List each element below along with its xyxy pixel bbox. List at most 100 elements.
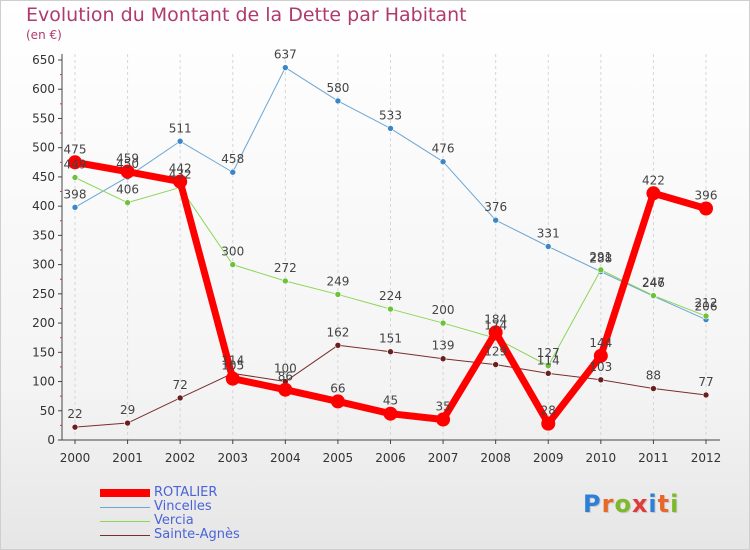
data-label-vercia: 272 bbox=[274, 261, 297, 275]
data-point-vincelles bbox=[334, 97, 342, 105]
y-tick-label: 550 bbox=[32, 111, 55, 125]
data-label-vincelles: 476 bbox=[432, 142, 455, 156]
data-label-sainte-agn-s: 129 bbox=[484, 345, 507, 359]
data-label-vercia: 406 bbox=[116, 183, 139, 197]
data-point-rotalier bbox=[173, 174, 188, 189]
data-label-vincelles: 206 bbox=[695, 300, 718, 314]
data-label-vercia: 449 bbox=[64, 158, 87, 172]
y-tick-label: 150 bbox=[32, 345, 55, 359]
data-label-vincelles: 533 bbox=[379, 108, 402, 122]
data-label-sainte-agn-s: 139 bbox=[432, 339, 455, 353]
data-label-sainte-agn-s: 100 bbox=[274, 362, 297, 376]
data-label-rotalier: 86 bbox=[278, 370, 293, 384]
data-point-sainte-agn-s bbox=[71, 423, 79, 431]
data-point-vincelles bbox=[492, 216, 499, 224]
data-point-vercia bbox=[650, 292, 657, 299]
data-label-vercia: 127 bbox=[537, 346, 560, 360]
data-point-sainte-agn-s bbox=[334, 341, 342, 349]
x-tick-label: 2000 bbox=[60, 451, 91, 465]
x-tick-label: 2002 bbox=[165, 451, 196, 465]
data-point-vercia bbox=[544, 362, 552, 370]
data-point-vincelles bbox=[387, 125, 394, 132]
x-tick-label: 2007 bbox=[428, 451, 459, 465]
legend-label-vercia: Vercia bbox=[154, 513, 194, 528]
data-point-vercia bbox=[71, 174, 79, 181]
data-point-rotalier bbox=[383, 406, 398, 421]
data-label-sainte-agn-s: 77 bbox=[698, 375, 713, 389]
data-label-rotalier: 35 bbox=[435, 400, 450, 414]
data-label-rotalier: 66 bbox=[330, 381, 345, 395]
data-label-sainte-agn-s: 114 bbox=[221, 353, 244, 367]
y-tick-label: 350 bbox=[32, 228, 55, 242]
data-point-vincelles bbox=[282, 64, 289, 71]
data-label-sainte-agn-s: 22 bbox=[67, 407, 82, 421]
chart-title: Evolution du Montant de la Dette par Hab… bbox=[26, 4, 467, 26]
data-label-vercia: 300 bbox=[221, 245, 244, 259]
data-label-rotalier: 45 bbox=[383, 394, 398, 408]
y-tick-label: 650 bbox=[32, 53, 55, 67]
x-tick-label: 2001 bbox=[112, 451, 143, 465]
data-label-vincelles: 637 bbox=[274, 48, 297, 62]
logo-letter: r bbox=[601, 490, 615, 518]
logo-letter: i bbox=[670, 490, 680, 518]
y-tick-label: 0 bbox=[47, 433, 55, 447]
data-point-vercia bbox=[229, 261, 237, 268]
data-label-rotalier: 475 bbox=[64, 142, 87, 156]
data-point-sainte-agn-s bbox=[176, 394, 184, 402]
legend-swatch-rotalier bbox=[100, 489, 150, 497]
legend-swatch-vincelles bbox=[100, 507, 150, 508]
data-label-rotalier: 442 bbox=[169, 162, 192, 176]
data-point-vincelles bbox=[439, 158, 447, 166]
y-tick-label: 500 bbox=[32, 141, 55, 155]
y-tick-label: 100 bbox=[32, 375, 55, 389]
data-point-vercia bbox=[702, 312, 710, 320]
data-label-rotalier: 28 bbox=[541, 404, 556, 418]
data-label-vincelles: 288 bbox=[589, 252, 612, 266]
data-point-sainte-agn-s bbox=[544, 370, 552, 377]
x-tick-label: 2003 bbox=[217, 451, 248, 465]
data-label-vincelles: 450 bbox=[116, 157, 139, 171]
logo-letter: t bbox=[657, 490, 671, 518]
legend-label-vincelles: Vincelles bbox=[154, 499, 212, 514]
data-point-rotalier bbox=[541, 416, 556, 431]
data-label-vincelles: 398 bbox=[64, 187, 87, 201]
data-point-rotalier bbox=[330, 394, 345, 409]
data-label-rotalier: 184 bbox=[484, 312, 507, 326]
data-label-vincelles: 511 bbox=[169, 121, 192, 135]
y-tick-label: 200 bbox=[32, 316, 55, 330]
logo-letter: o bbox=[614, 490, 632, 518]
data-point-rotalier bbox=[488, 325, 503, 340]
data-point-sainte-agn-s bbox=[124, 419, 131, 427]
x-tick-label: 2010 bbox=[586, 451, 617, 465]
data-point-sainte-agn-s bbox=[439, 355, 447, 363]
data-point-rotalier bbox=[646, 186, 661, 201]
data-point-vercia bbox=[282, 277, 289, 285]
data-point-vercia bbox=[387, 305, 394, 313]
data-label-sainte-agn-s: 72 bbox=[173, 378, 188, 392]
data-point-vincelles bbox=[544, 243, 552, 250]
data-label-vercia: 247 bbox=[642, 276, 665, 290]
y-tick-label: 300 bbox=[32, 258, 55, 272]
data-label-vercia: 224 bbox=[379, 289, 402, 303]
data-point-vercia bbox=[439, 319, 447, 327]
data-point-vercia bbox=[124, 199, 131, 206]
data-label-vercia: 212 bbox=[695, 296, 718, 310]
y-tick-label: 450 bbox=[32, 170, 55, 184]
data-label-rotalier: 144 bbox=[589, 336, 612, 350]
data-point-sainte-agn-s bbox=[387, 348, 394, 356]
logo-letter: P bbox=[583, 490, 602, 518]
data-label-sainte-agn-s: 162 bbox=[326, 325, 349, 339]
y-tick-label: 600 bbox=[32, 82, 55, 96]
data-point-sainte-agn-s bbox=[702, 391, 710, 399]
data-point-vercia bbox=[334, 291, 342, 298]
data-label-vercia: 291 bbox=[589, 250, 612, 264]
data-label-sainte-agn-s: 29 bbox=[120, 403, 135, 417]
data-label-sainte-agn-s: 151 bbox=[379, 332, 402, 346]
data-label-vincelles: 458 bbox=[221, 152, 244, 166]
data-point-rotalier bbox=[225, 371, 240, 386]
legend-swatch-vercia bbox=[100, 521, 150, 522]
data-label-rotalier: 396 bbox=[695, 188, 718, 202]
x-tick-label: 2004 bbox=[270, 451, 301, 465]
x-tick-label: 2006 bbox=[375, 451, 406, 465]
